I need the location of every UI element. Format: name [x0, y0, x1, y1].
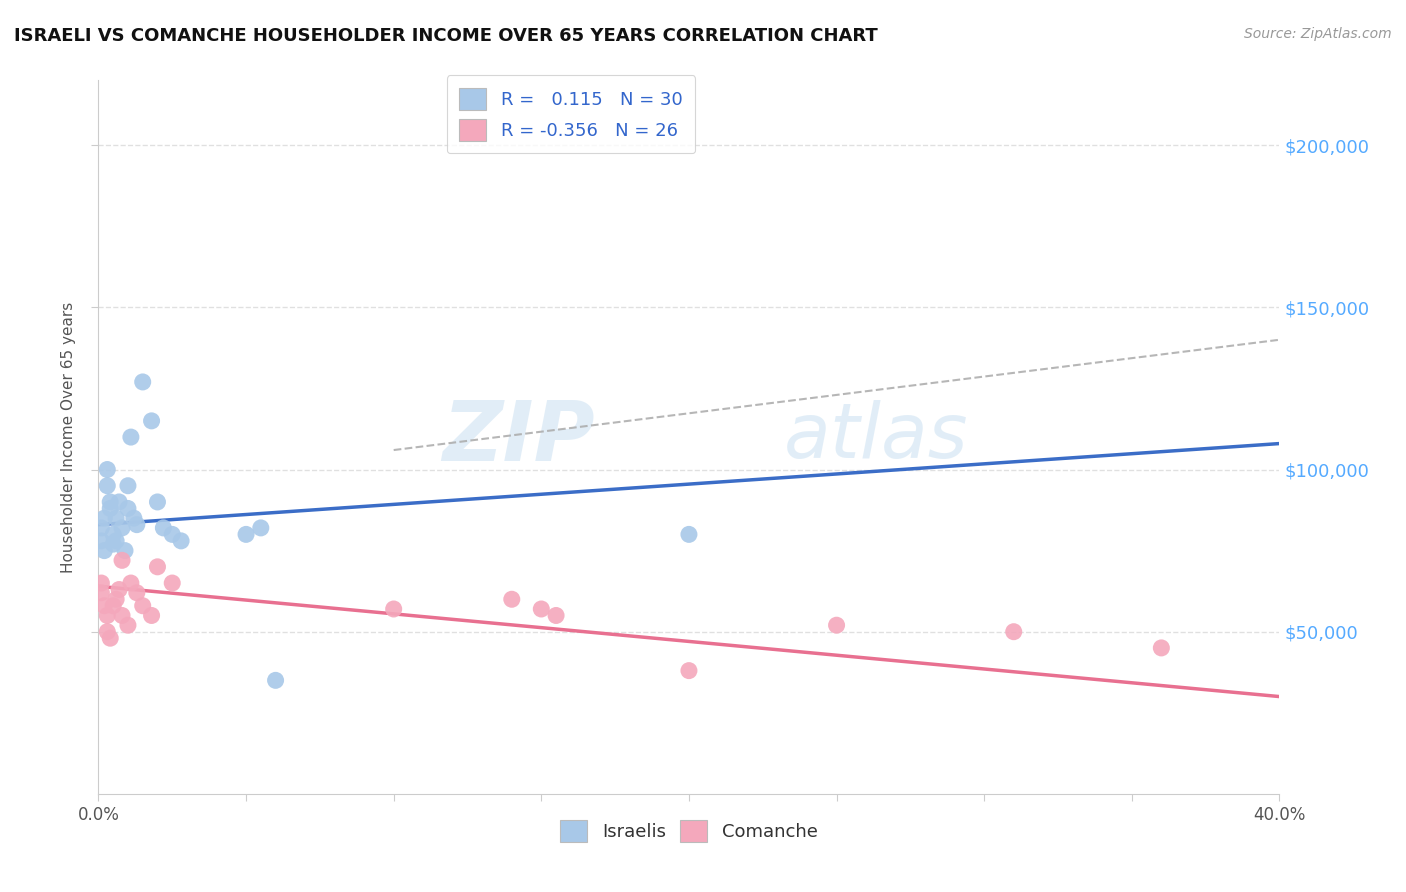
- Point: [93, 543, 115, 558]
- Legend: Israelis, Comanche: Israelis, Comanche: [553, 813, 825, 849]
- Point: [98, 631, 121, 645]
- Point: [98, 501, 121, 516]
- Point: [530, 602, 553, 616]
- Point: [125, 517, 148, 532]
- Point: [111, 553, 134, 567]
- Point: [117, 479, 139, 493]
- Point: [1150, 640, 1173, 655]
- Y-axis label: Householder Income Over 65 years: Householder Income Over 65 years: [60, 301, 76, 573]
- Point: [382, 602, 405, 616]
- Point: [103, 599, 125, 613]
- Point: [114, 543, 136, 558]
- Point: [264, 673, 287, 688]
- Text: atlas: atlas: [783, 401, 967, 474]
- Text: ISRAELI VS COMANCHE HOUSEHOLDER INCOME OVER 65 YEARS CORRELATION CHART: ISRAELI VS COMANCHE HOUSEHOLDER INCOME O…: [14, 27, 877, 45]
- Point: [235, 527, 257, 541]
- Point: [825, 618, 848, 632]
- Point: [117, 618, 139, 632]
- Point: [90, 533, 112, 548]
- Point: [96, 608, 118, 623]
- Point: [1002, 624, 1025, 639]
- Point: [132, 599, 155, 613]
- Point: [93, 599, 115, 613]
- Point: [120, 576, 142, 591]
- Point: [96, 479, 118, 493]
- Point: [678, 527, 700, 541]
- Point: [90, 586, 112, 600]
- Point: [120, 430, 142, 444]
- Point: [117, 501, 139, 516]
- Point: [546, 608, 568, 623]
- Point: [146, 495, 169, 509]
- Point: [125, 586, 148, 600]
- Point: [105, 533, 128, 548]
- Point: [98, 495, 121, 509]
- Point: [96, 462, 118, 476]
- Point: [162, 576, 183, 591]
- Point: [90, 576, 112, 591]
- Text: ZIP: ZIP: [441, 397, 595, 477]
- Point: [90, 521, 112, 535]
- Point: [93, 511, 115, 525]
- Point: [141, 608, 163, 623]
- Point: [105, 592, 128, 607]
- Point: [96, 624, 118, 639]
- Point: [103, 527, 125, 541]
- Point: [132, 375, 155, 389]
- Point: [146, 559, 169, 574]
- Point: [678, 664, 700, 678]
- Point: [111, 608, 134, 623]
- Point: [141, 414, 163, 428]
- Point: [152, 521, 174, 535]
- Point: [501, 592, 523, 607]
- Point: [108, 582, 131, 597]
- Point: [250, 521, 273, 535]
- Point: [162, 527, 183, 541]
- Point: [105, 511, 128, 525]
- Point: [122, 511, 145, 525]
- Point: [170, 533, 193, 548]
- Point: [103, 537, 125, 551]
- Text: Source: ZipAtlas.com: Source: ZipAtlas.com: [1244, 27, 1392, 41]
- Point: [111, 521, 134, 535]
- Point: [108, 495, 131, 509]
